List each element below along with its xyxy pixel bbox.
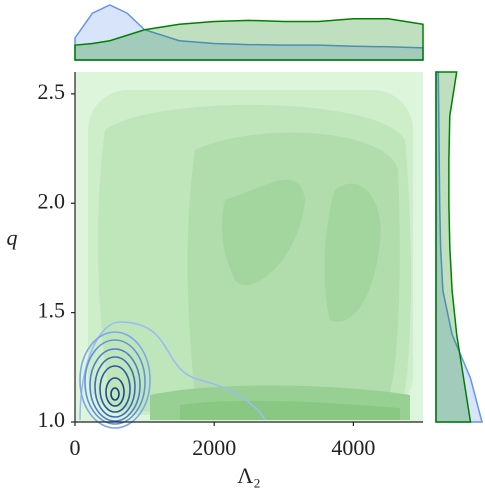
density-contours <box>79 321 266 429</box>
density-level <box>180 400 400 420</box>
y-tick-label: 1.5 <box>38 298 66 323</box>
contour <box>79 321 266 421</box>
marginal-density <box>74 4 424 61</box>
x-tick-label: 2000 <box>192 435 236 460</box>
x-axis-label: Λ₂ <box>237 463 261 488</box>
density-fill <box>75 72 423 422</box>
y-tick-label: 1.0 <box>38 407 66 432</box>
contour <box>105 377 125 407</box>
density-level <box>222 179 305 286</box>
y-tick-label: 2.0 <box>38 188 66 213</box>
contour <box>110 387 120 401</box>
contour <box>84 339 146 425</box>
x-tick-label: 0 <box>70 435 81 460</box>
contour <box>89 348 141 422</box>
contour <box>99 365 131 413</box>
x-tick-label: 4000 <box>331 435 375 460</box>
contour <box>94 356 136 418</box>
density-level <box>324 183 381 322</box>
marginal-density <box>74 18 424 61</box>
marginal-density <box>435 71 472 423</box>
y-tick-label: 2.5 <box>38 79 66 104</box>
contour <box>79 331 151 429</box>
y-axis-label: q <box>7 225 18 250</box>
